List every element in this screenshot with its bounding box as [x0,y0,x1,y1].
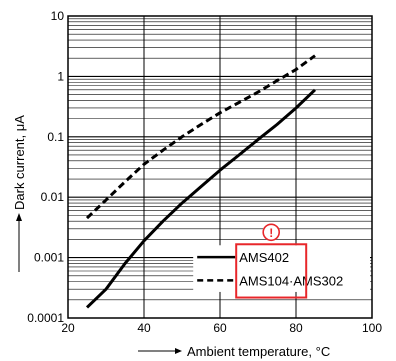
x-tick-label: 40 [137,321,151,335]
y-tick-label: 10 [51,9,65,23]
y-tick-label: 0.001 [34,251,64,265]
legend: AMS402 AMS104·AMS302 [193,245,370,292]
x-tick-label: 80 [289,321,303,335]
y-axis-arrow-head [16,213,22,221]
x-tick-label: 100 [362,321,382,335]
x-tick-label: 20 [61,321,75,335]
y-tick-label: 0.1 [47,130,64,144]
y-tick-label: 1 [57,69,64,83]
x-tick-label: 60 [213,321,227,335]
alert-symbol: ! [269,226,273,240]
y-axis-title: Dark current, μA [12,115,27,210]
y-tick-label: 0.01 [41,190,65,204]
x-axis-arrow-head [175,348,182,354]
axis-ticks: 20 40 60 80 100 0.0001 0.001 0.01 0.1 1 10 [27,9,382,335]
alert-circle [262,223,281,242]
series-line-ams402 [85,88,317,309]
x-axis-title: Ambient temperature, °C [187,344,330,359]
series [85,54,317,309]
plot-frame [67,15,373,319]
y-tick-label: 0.0001 [27,311,64,325]
legend-label-ams104-ams302: AMS104·AMS302 [239,273,343,288]
exclamation-circle-icon: ! [262,223,281,242]
legend-background [193,245,370,292]
series-line-ams104-ams302 [85,54,316,220]
legend-label-ams402: AMS402 [239,250,289,265]
highlight-box [235,243,308,299]
